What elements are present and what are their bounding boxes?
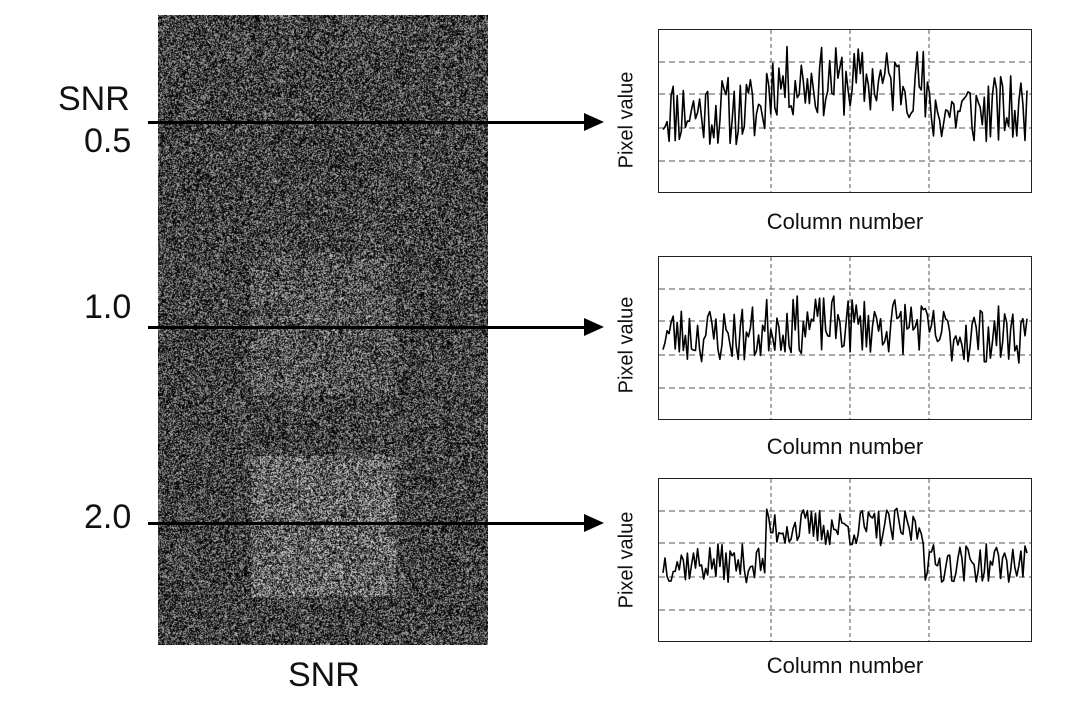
arrow-head-icon: [584, 318, 604, 336]
profile-plot-snr-0.5: [658, 29, 1032, 193]
profile-plot-svg: [659, 30, 1031, 192]
profile-plot-snr-2.0: [658, 478, 1032, 642]
profile-plot-snr-1.0: [658, 256, 1032, 420]
x-axis-label: Column number: [766, 653, 924, 678]
pixel-profile-line: [662, 45, 1028, 146]
arrow-snr-1.0: [148, 318, 604, 336]
snr-bottom-label: SNR: [288, 656, 360, 694]
profile-plot-svg: [659, 257, 1031, 419]
arrow-head-icon: [584, 113, 604, 131]
arrow-snr-2.0: [148, 514, 604, 532]
arrow-snr-0.5: [148, 113, 604, 131]
pixel-profile-line: [662, 507, 1028, 584]
profile-plot-svg: [659, 479, 1031, 641]
snr-2.0-label: 2.0: [84, 498, 132, 536]
pixel-profile-line: [662, 295, 1028, 364]
snr-title-label: SNR: [58, 80, 130, 118]
x-axis-label: Column number: [766, 209, 924, 234]
x-axis-label: Column number: [766, 434, 924, 459]
snr-0.5-label: 0.5: [84, 122, 132, 160]
snr-1.0-label: 1.0: [84, 288, 132, 326]
arrow-head-icon: [584, 514, 604, 532]
noisy-snr-image: [158, 15, 488, 645]
